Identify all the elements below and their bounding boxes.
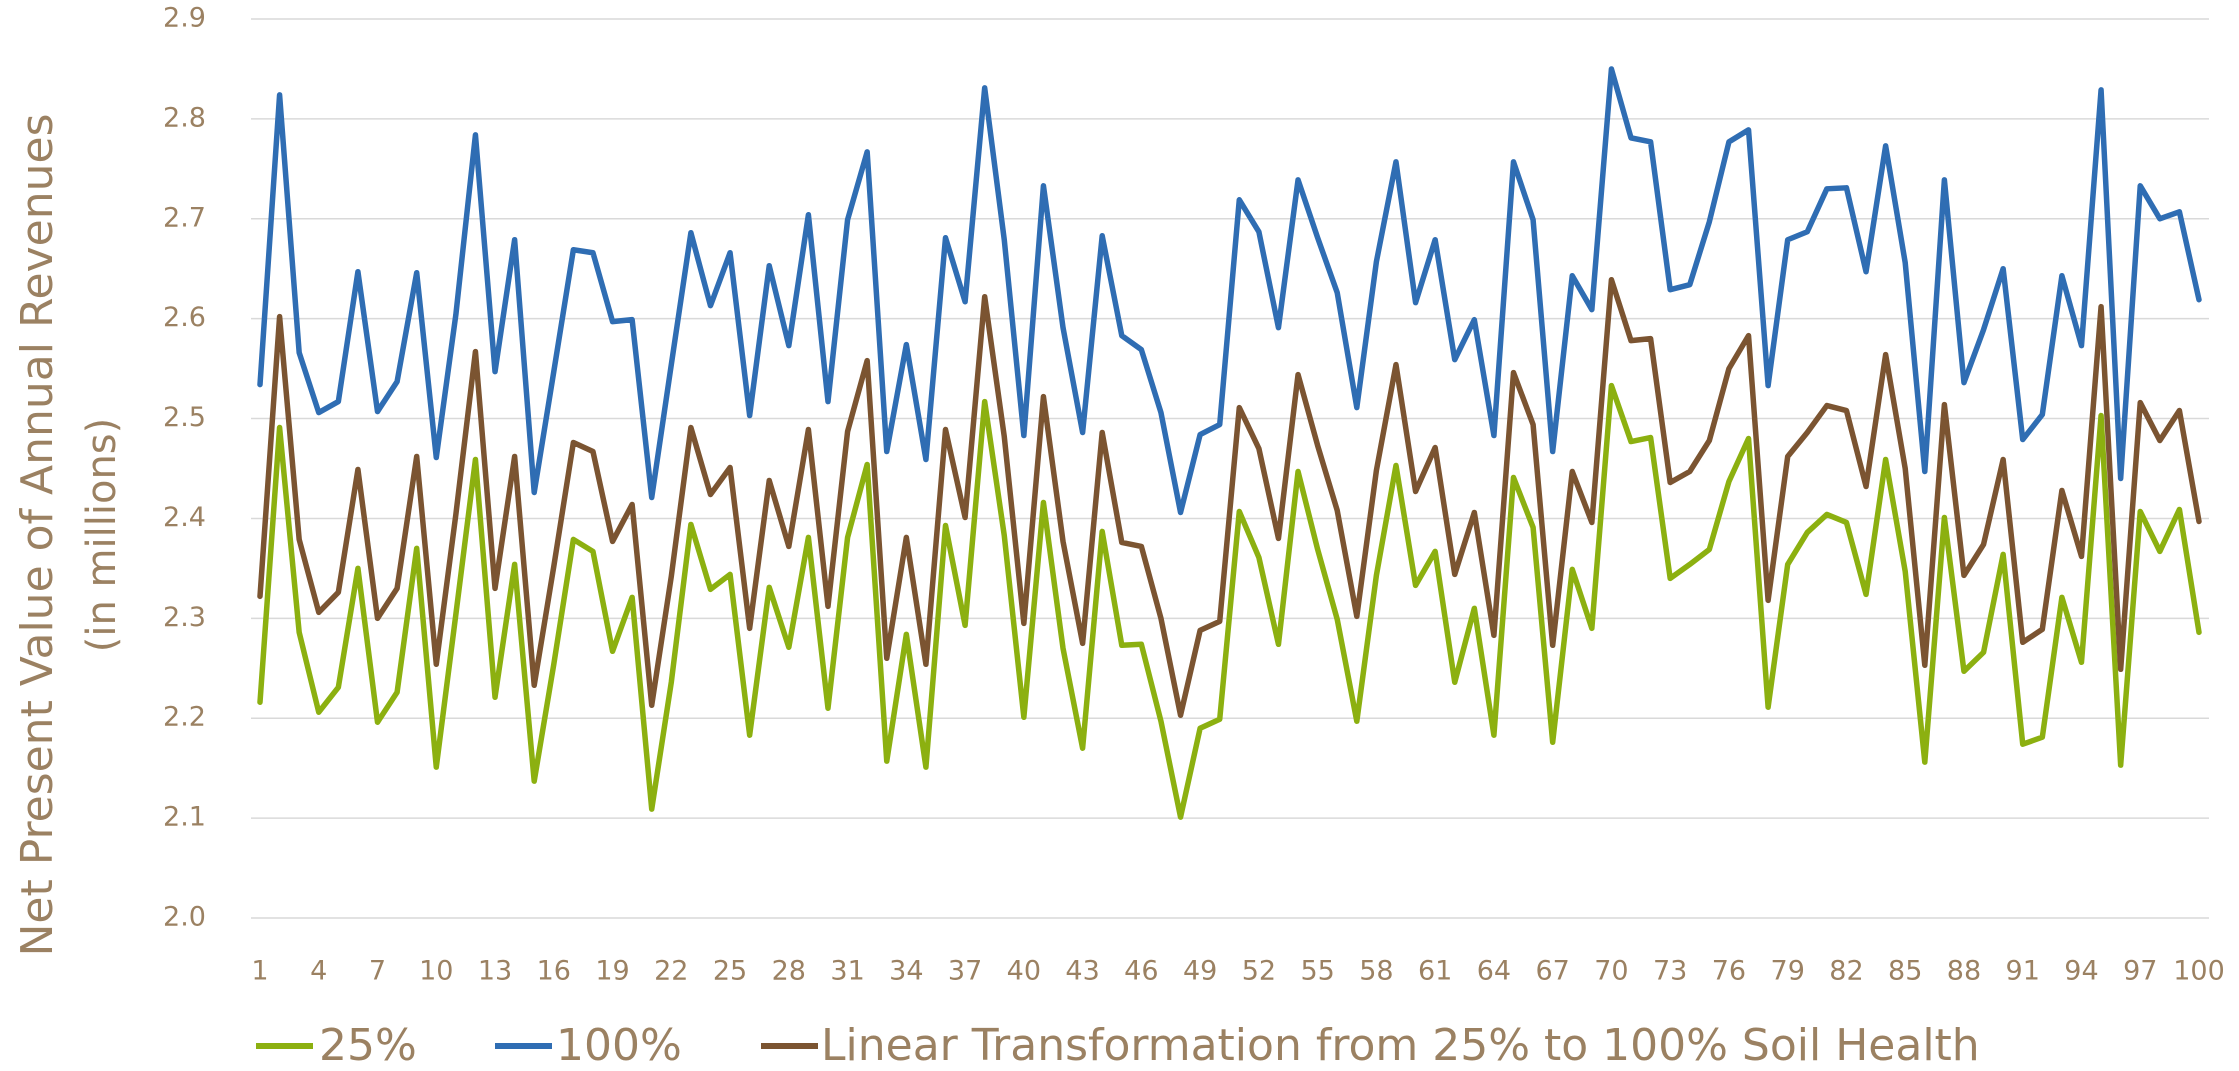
y-tick-label: 2.7 — [163, 202, 206, 233]
x-tick-label: 1 — [251, 956, 268, 987]
x-tick-label: 37 — [948, 956, 982, 987]
x-tick-label: 91 — [2006, 956, 2040, 987]
x-tick-label: 22 — [654, 956, 688, 987]
x-tick-label: 16 — [537, 956, 571, 987]
x-tick-label: 25 — [713, 956, 747, 987]
x-tick-label: 61 — [1418, 956, 1452, 987]
x-tick-label: 64 — [1477, 956, 1511, 987]
x-tick-label: 4 — [310, 956, 327, 987]
x-tick-label: 31 — [830, 956, 864, 987]
y-tick-label: 2.8 — [163, 102, 206, 133]
x-tick-label: 58 — [1359, 956, 1393, 987]
x-tick-label: 43 — [1065, 956, 1099, 987]
y-tick-label: 2.6 — [163, 302, 206, 333]
x-tick-label: 76 — [1712, 956, 1746, 987]
y-tick-label: 2.4 — [163, 502, 206, 533]
x-tick-label: 88 — [1947, 956, 1981, 987]
x-tick-label: 94 — [2064, 956, 2098, 987]
x-tick-label: 55 — [1300, 956, 1334, 987]
y-tick-label: 2.5 — [163, 402, 206, 433]
x-tick-label: 73 — [1653, 956, 1687, 987]
x-tick-label: 34 — [889, 956, 923, 987]
x-tick-label: 52 — [1242, 956, 1276, 987]
x-tick-label: 28 — [772, 956, 806, 987]
x-tick-label: 46 — [1124, 956, 1158, 987]
y-axis-title: Net Present Value of Annual Revenues — [12, 114, 63, 957]
x-tick-label: 67 — [1535, 956, 1569, 987]
x-tick-label: 70 — [1594, 956, 1628, 987]
x-tick-label: 100 — [2173, 956, 2225, 987]
x-tick-label: 97 — [2123, 956, 2157, 987]
y-tick-label: 2.3 — [163, 602, 206, 633]
legend-label: Linear Transformation from 25% to 100% S… — [821, 1020, 1980, 1071]
x-tick-label: 79 — [1771, 956, 1805, 987]
x-tick-label: 85 — [1888, 956, 1922, 987]
series-line — [257, 382, 2202, 820]
x-tick-label: 13 — [478, 956, 512, 987]
series-line — [257, 66, 2202, 516]
x-tick-label: 49 — [1183, 956, 1217, 987]
legend-label: 25% — [319, 1020, 417, 1071]
y-tick-label: 2.9 — [163, 3, 206, 34]
y-tick-label: 2.1 — [163, 802, 206, 833]
y-tick-label: 2.0 — [163, 902, 206, 933]
x-tick-label: 7 — [369, 956, 386, 987]
y-tick-label: 2.2 — [163, 702, 206, 733]
legend-label: 100% — [556, 1020, 682, 1071]
series-line — [257, 276, 2202, 718]
x-tick-label: 10 — [419, 956, 453, 987]
x-tick-label: 19 — [595, 956, 629, 987]
y-axis-subtitle: (in millions) — [79, 418, 125, 652]
x-tick-label: 40 — [1007, 956, 1041, 987]
x-tick-label: 82 — [1829, 956, 1863, 987]
